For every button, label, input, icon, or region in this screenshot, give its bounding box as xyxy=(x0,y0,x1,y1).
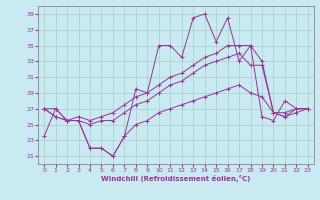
X-axis label: Windchill (Refroidissement éolien,°C): Windchill (Refroidissement éolien,°C) xyxy=(101,175,251,182)
